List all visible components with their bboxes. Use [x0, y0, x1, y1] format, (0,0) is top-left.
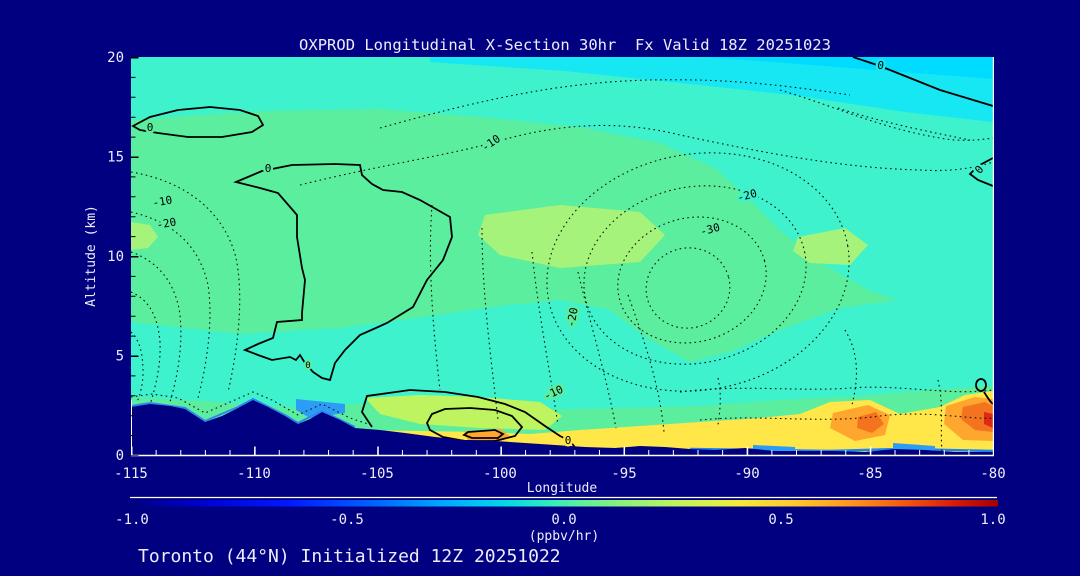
y-tick-label: 20 [107, 50, 124, 66]
contour-label: 0 [147, 121, 154, 134]
dotted-contours [131, 79, 993, 453]
colorbar-tick-label: 0.5 [768, 512, 793, 528]
y-axis-title: Altitude (km) [84, 205, 99, 307]
y-tick-label: 5 [116, 349, 124, 365]
x-tick-label: -105 [360, 466, 394, 482]
contour-label: 0 [305, 361, 310, 371]
x-tick-label: -80 [980, 466, 1005, 482]
x-tick-label: -115 [114, 466, 148, 482]
colorbar: -1.0 -0.5 0.0 0.5 1.0 (ppbv/hr) [115, 496, 1006, 544]
x-tick-label: -110 [237, 466, 271, 482]
axes [131, 57, 995, 457]
plot-title: OXPROD Longitudinal X-Section 30hr Fx Va… [299, 36, 831, 54]
colorbar-tick-labels: -1.0 -0.5 0.0 0.5 1.0 [115, 512, 1006, 528]
y-tick-label: 0 [116, 448, 124, 464]
x-tick-labels: -115 -110 -105 -100 -95 -90 -85 -80 [114, 466, 1006, 482]
footer-caption: Toronto (44°N) Initialized 12Z 20251022 [138, 546, 561, 567]
contour-label: 0 [265, 162, 272, 175]
contour-label: -10 [151, 193, 173, 209]
y-tick-labels: 20 15 10 5 0 [107, 50, 124, 464]
colorbar-tick-label: -0.5 [330, 512, 364, 528]
y-tick-label: 15 [107, 150, 124, 166]
x-tick-label: -100 [483, 466, 517, 482]
solid-zero-contours [131, 57, 993, 451]
x-tick-label: -85 [857, 466, 882, 482]
contour-label: 0 [565, 434, 572, 447]
colorbar-gradient [130, 500, 998, 507]
x-tick-label: -95 [611, 466, 636, 482]
contour-label: -20 [155, 215, 177, 231]
terrain-silhouette [131, 400, 993, 456]
colorbar-units-label: (ppbv/hr) [529, 529, 599, 544]
y-tick-label: 10 [107, 249, 124, 265]
colorbar-tick-label: -1.0 [115, 512, 149, 528]
colorbar-tick-label: 1.0 [980, 512, 1005, 528]
x-tick-label: -90 [734, 466, 759, 482]
x-axis-title: Longitude [527, 481, 598, 496]
plot-area: 0 0 0 -10 -20 -10 -20 -30 -20 -10 0 0 0 [131, 57, 993, 456]
contour-label: -20 [564, 306, 580, 328]
colorbar-tick-label: 0.0 [551, 512, 576, 528]
